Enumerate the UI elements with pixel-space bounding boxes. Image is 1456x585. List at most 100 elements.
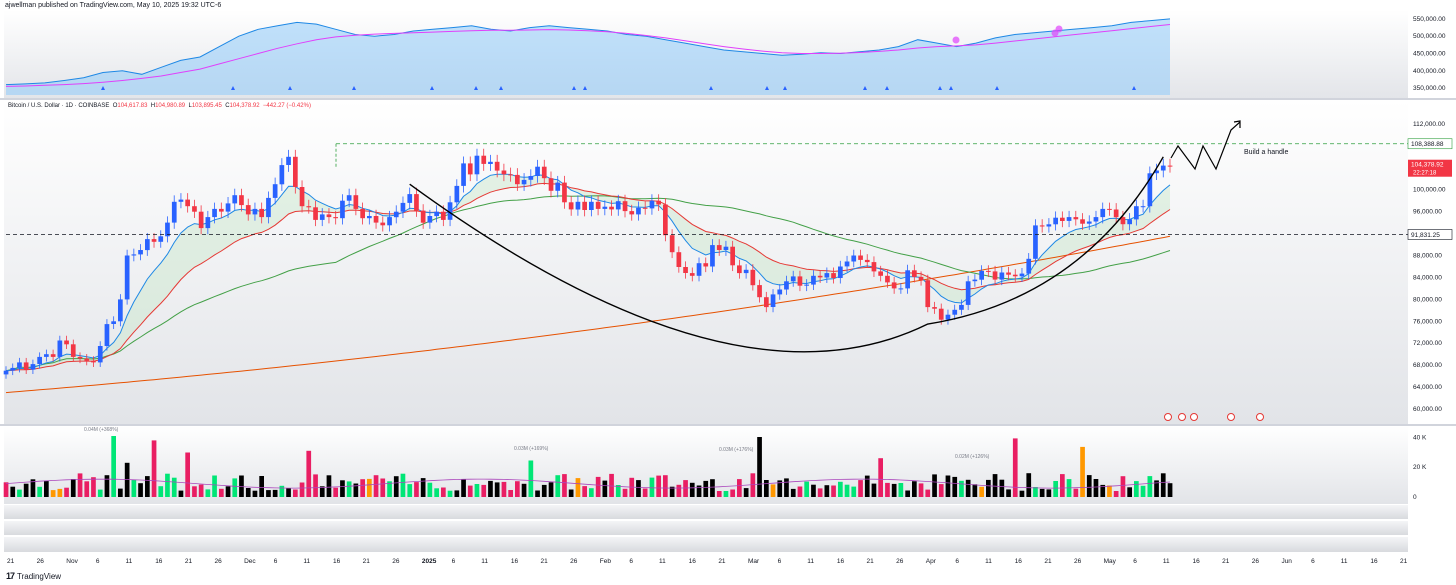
candle-body [656, 200, 661, 205]
volume-bar [912, 481, 917, 497]
candle-body [784, 281, 789, 290]
pane-separator[interactable] [0, 98, 1456, 100]
empty-indicator-pane[interactable] [4, 505, 1408, 519]
volume-bar [346, 481, 352, 497]
event-flag-icon [1256, 413, 1264, 421]
volume-bar [737, 479, 742, 497]
candle-body [367, 216, 372, 219]
volume-bar [252, 490, 258, 497]
candle-body [938, 308, 944, 320]
candle-body [918, 276, 924, 281]
volume-bar [474, 484, 480, 497]
time-axis-tick: 6 [778, 558, 782, 565]
volume-bar [441, 487, 446, 497]
legend-high-label: H [150, 103, 156, 109]
time-axis-tick: 6 [1311, 558, 1315, 565]
volume-bar [118, 488, 123, 497]
indicator-signal-triangle [474, 86, 478, 90]
candle-body [1160, 165, 1166, 171]
legend-symbol: Bitcoin / U.S. Dollar · 1D · COINBASE [8, 103, 110, 109]
volume-bar [494, 482, 500, 497]
volume-bar [1006, 489, 1011, 497]
volume-bar [992, 474, 998, 497]
volume-bar [70, 479, 76, 497]
volume-bar [333, 487, 338, 497]
candle-body [373, 216, 379, 223]
candle-body [205, 217, 211, 229]
main-price-axis[interactable] [1408, 100, 1456, 424]
candle-body [683, 267, 688, 273]
empty-indicator-pane[interactable] [4, 537, 1408, 552]
indicator-signal-triangle [101, 86, 105, 90]
upper-axis-tick: 450,000.00 [1413, 51, 1446, 58]
last-price-label: 104,378.92 [1411, 162, 1444, 169]
pane-separator[interactable] [0, 424, 1456, 426]
symbol-legend[interactable]: Bitcoin / U.S. Dollar · 1D · COINBASE O1… [8, 103, 311, 109]
candle-body [562, 182, 567, 203]
candle-body [360, 208, 365, 219]
volume-bar [1060, 474, 1065, 497]
time-axis[interactable] [0, 553, 1456, 567]
candle-body [467, 163, 473, 175]
volume-bar [595, 476, 601, 497]
candle-body [1113, 209, 1119, 218]
volume-bar [1039, 488, 1045, 497]
volume-bar [326, 475, 332, 497]
time-axis-tick: Mar [748, 558, 760, 565]
volume-bar [743, 488, 749, 497]
indicator-signal-triangle [863, 86, 867, 90]
time-axis-tick: 21 [7, 558, 15, 565]
volume-bar [649, 477, 655, 497]
time-axis-tick: 6 [274, 558, 278, 565]
upper-price-axis[interactable] [1408, 10, 1456, 98]
volume-bar [528, 460, 534, 497]
candle-body [999, 272, 1005, 280]
indicator-signal-triangle [949, 86, 953, 90]
candle-body [952, 309, 958, 315]
volume-bar [965, 479, 971, 497]
volume-bar [414, 482, 419, 497]
candle-body [508, 174, 513, 176]
volume-bar [811, 484, 816, 497]
volume-bar [589, 488, 594, 497]
volume-bar [171, 477, 177, 497]
candle-body [380, 222, 386, 226]
volume-bar [198, 484, 204, 497]
time-axis-tick: 16 [511, 558, 519, 565]
empty-indicator-pane[interactable] [4, 521, 1408, 535]
time-axis-tick: 26 [37, 558, 45, 565]
candle-body [1046, 224, 1052, 227]
candle-body [266, 197, 271, 218]
level-price-label: 108,388.88 [1411, 141, 1444, 148]
indicator-signal-triangle [885, 86, 889, 90]
indicator-signal-triangle [765, 86, 769, 90]
candle-body [400, 202, 406, 212]
volume-bar [851, 486, 857, 497]
time-axis-tick: 2025 [422, 558, 437, 565]
indicator-signal-triangle [995, 86, 999, 90]
volume-bar [938, 484, 944, 497]
candle-body [663, 204, 668, 236]
candle-body [286, 156, 291, 165]
candle-body [219, 208, 224, 212]
volume-bar [555, 475, 561, 497]
volume-bar [313, 474, 318, 497]
candle-body [730, 246, 735, 266]
main-axis-tick: 100,000.00 [1413, 187, 1446, 194]
candle-body [750, 269, 756, 286]
indicator-signal-dot [952, 36, 960, 44]
candle-body [91, 360, 96, 363]
volume-bar [380, 478, 386, 497]
candle-body [104, 324, 110, 346]
volume-axis[interactable] [1408, 426, 1456, 504]
volume-bar [393, 476, 399, 497]
volume-bar [212, 475, 217, 497]
candle-body [44, 354, 49, 357]
candle-body [313, 207, 318, 220]
candle-body [575, 201, 581, 210]
volume-bar [1053, 481, 1058, 497]
candle-body [535, 166, 540, 176]
volume-bar [696, 485, 702, 497]
candle-body [1080, 219, 1085, 224]
